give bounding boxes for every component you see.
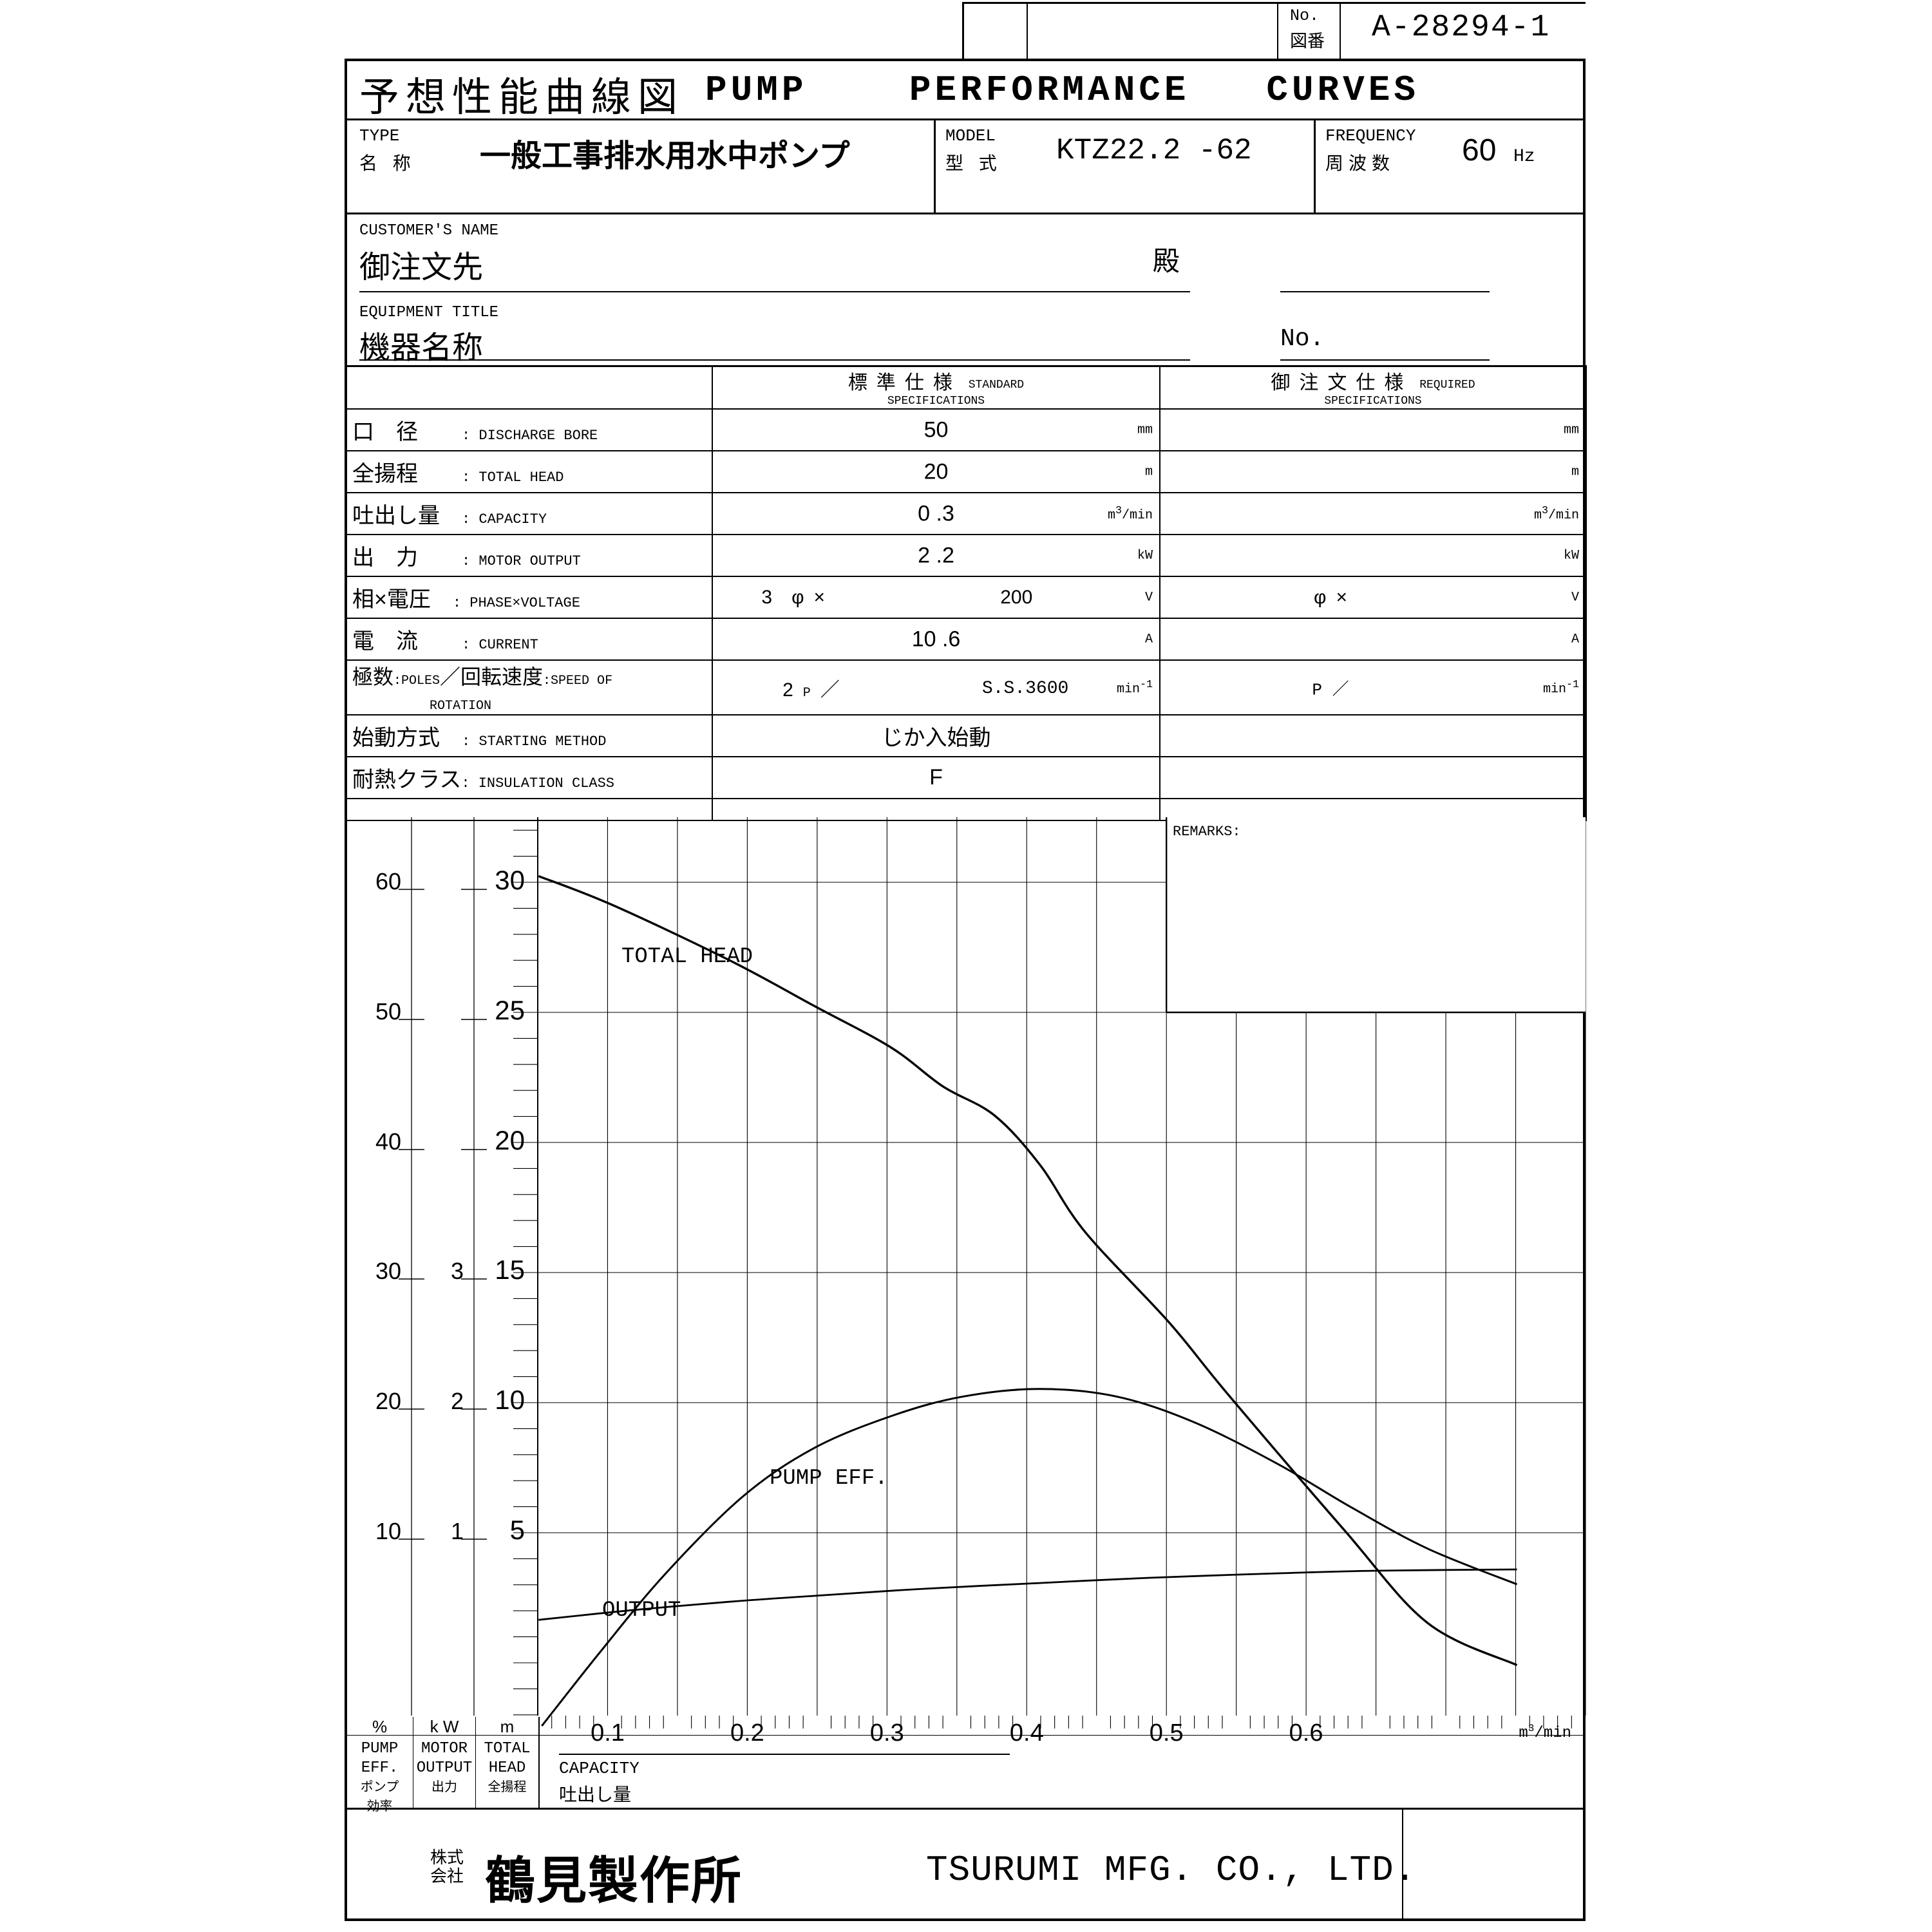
- svg-text:TOTAL HEAD: TOTAL HEAD: [621, 945, 753, 969]
- svg-text:25: 25: [495, 995, 525, 1025]
- svg-text:40: 40: [375, 1128, 401, 1155]
- svg-text:1: 1: [451, 1518, 464, 1544]
- svg-text:2: 2: [451, 1388, 464, 1414]
- svg-text:30: 30: [495, 865, 525, 895]
- svg-text:5: 5: [510, 1515, 525, 1545]
- svg-text:10: 10: [495, 1385, 525, 1415]
- svg-text:50: 50: [375, 998, 401, 1025]
- svg-text:REMARKS:: REMARKS:: [1173, 824, 1241, 840]
- svg-text:30: 30: [375, 1258, 401, 1284]
- svg-text:10: 10: [375, 1518, 401, 1544]
- svg-text:20: 20: [495, 1125, 525, 1155]
- svg-text:60: 60: [375, 868, 401, 895]
- svg-text:15: 15: [495, 1255, 525, 1285]
- svg-text:20: 20: [375, 1388, 401, 1414]
- svg-text:PUMP EFF.: PUMP EFF.: [770, 1466, 888, 1491]
- svg-text:3: 3: [451, 1258, 464, 1284]
